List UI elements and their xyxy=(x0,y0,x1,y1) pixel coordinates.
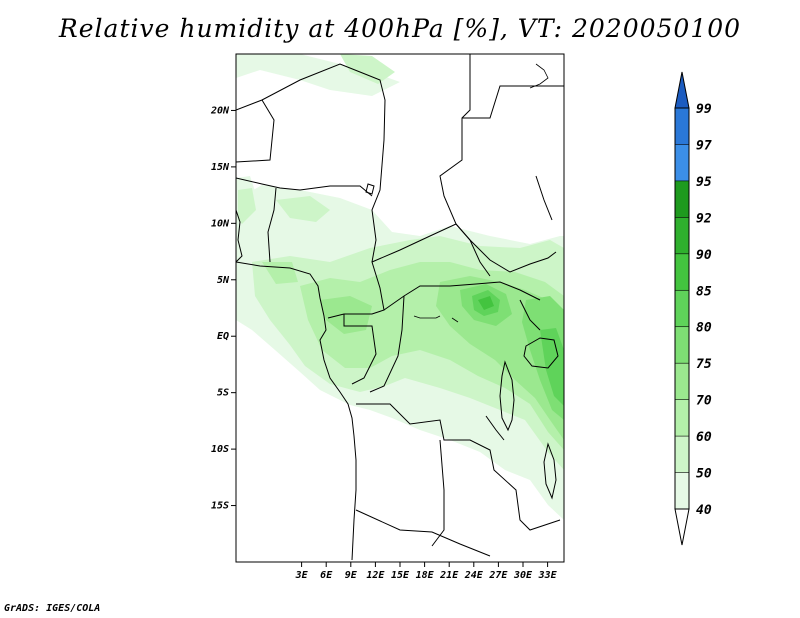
longitude-axis: 3E 6E 9E 12E 15E 18E 21E 24E 27E 30E 33E xyxy=(295,562,558,581)
grads-credit: GrADS: IGES/COLA xyxy=(4,603,101,614)
colorbar-label: 75 xyxy=(696,357,712,372)
lat-tick-label: 5N xyxy=(217,275,230,286)
colorbar: 40 50 60 70 75 80 85 90 92 95 97 99 xyxy=(674,71,712,546)
lon-tick-label: 21E xyxy=(439,570,459,581)
colorbar-label: 60 xyxy=(696,430,712,445)
colorbar-over-triangle xyxy=(674,71,690,109)
colorbar-segment xyxy=(675,217,689,254)
lon-tick-label: 24E xyxy=(464,570,484,581)
lon-tick-label: 12E xyxy=(366,570,385,581)
lat-tick-label: 10N xyxy=(211,218,230,229)
colorbar-segment xyxy=(675,436,689,473)
colorbar-label: 92 xyxy=(696,211,712,226)
colorbar-segment xyxy=(675,144,689,181)
colorbar-segment xyxy=(675,472,689,509)
colorbar-label: 50 xyxy=(696,467,712,482)
colorbar-label: 40 xyxy=(696,503,712,518)
humidity-field xyxy=(236,54,564,562)
colorbar-under-triangle xyxy=(674,508,690,546)
colorbar-segment xyxy=(675,290,689,327)
lat-tick-label: 15S xyxy=(211,501,229,512)
country-borders xyxy=(236,63,564,557)
lon-tick-label: 27E xyxy=(488,570,508,581)
rh-band-85 xyxy=(478,296,494,310)
lon-tick-label: 9E xyxy=(345,570,358,581)
lat-tick-label: 15N xyxy=(211,162,230,173)
lon-tick-label: 15E xyxy=(391,570,410,581)
lat-tick-label: 10S xyxy=(211,444,229,455)
colorbar-segment xyxy=(675,363,689,400)
nile-river xyxy=(413,63,549,323)
lat-tick-label: 5S xyxy=(217,388,229,399)
colorbar-segment xyxy=(675,180,689,218)
lat-tick-label: 20N xyxy=(210,105,230,116)
colorbar-label: 80 xyxy=(696,321,712,336)
colorbar-label: 97 xyxy=(696,138,712,153)
colorbar-segment xyxy=(675,399,689,437)
colorbar-segment xyxy=(675,326,689,364)
chart-title: Relative humidity at 400hPa [%], VT: 202… xyxy=(58,14,742,43)
lon-tick-label: 3E xyxy=(295,570,309,581)
colorbar-label: 90 xyxy=(696,248,712,263)
latitude-axis: 20N 15N 10N 5N EQ 5S 10S 15S xyxy=(210,105,236,512)
lon-tick-label: 18E xyxy=(416,570,435,581)
lon-tick-label: 33E xyxy=(538,570,558,581)
colorbar-label: 99 xyxy=(696,102,712,117)
colorbar-segment xyxy=(675,253,689,291)
colorbar-label: 85 xyxy=(696,284,712,299)
colorbar-label: 70 xyxy=(696,394,712,409)
colorbar-label: 95 xyxy=(696,175,712,190)
colorbar-segment xyxy=(675,108,689,145)
lon-tick-label: 6E xyxy=(320,570,333,581)
lat-tick-label: EQ xyxy=(217,331,229,342)
lon-tick-label: 30E xyxy=(513,570,533,581)
